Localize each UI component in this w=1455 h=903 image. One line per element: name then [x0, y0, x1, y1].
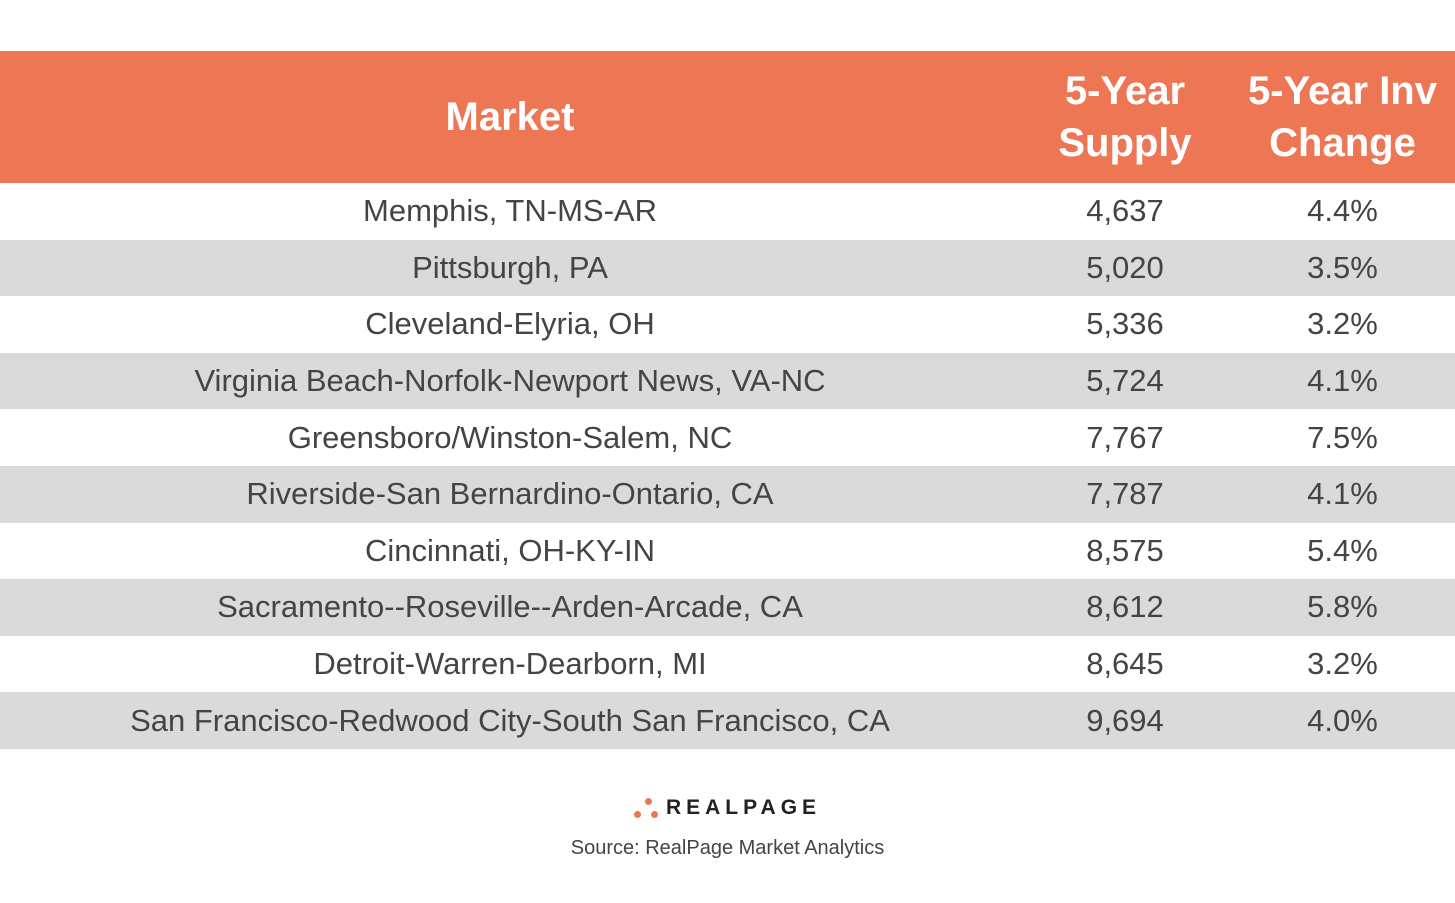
market-cell: Cincinnati, OH-KY-IN [364, 532, 655, 568]
table-row: Detroit-Warren-Dearborn, MI 8,645 3.2% [0, 636, 1455, 693]
table-row: Virginia Beach-Norfolk-Newport News, VA-… [0, 352, 1455, 410]
header-supply-line2: Supply [1058, 121, 1192, 165]
logo-dots-icon [633, 797, 660, 819]
supply-cell: 9,694 [1086, 702, 1164, 738]
table-body: Memphis, TN-MS-AR 4,637 4.4% Pittsburgh, PA… [0, 183, 1455, 749]
table-row: San Francisco-Redwood City-South San Fra… [0, 692, 1455, 749]
table-row: Memphis, TN-MS-AR 4,637 4.4% [0, 183, 1455, 240]
header-market-label: Market [445, 95, 575, 139]
header-inv-line2: Change [1269, 121, 1416, 165]
inv-change-cell: 3.2% [1307, 646, 1378, 682]
header-supply: 5-Year Supply [1020, 51, 1230, 183]
market-cell: Cleveland-Elyria, OH [365, 306, 655, 342]
header-supply-line1: 5-Year [1064, 69, 1186, 113]
supply-cell: 8,575 [1086, 532, 1164, 568]
market-cell: Riverside-San Bernardino-Ontario, CA [246, 476, 774, 512]
source-note: Source: RealPage Market Analytics [570, 837, 885, 859]
supply-cell: 5,336 [1086, 306, 1164, 342]
table-row: Pittsburgh, PA 5,020 3.5% [0, 239, 1455, 297]
market-cell: Memphis, TN-MS-AR [363, 193, 657, 229]
market-cell: Detroit-Warren-Dearborn, MI [313, 646, 707, 682]
supply-cell: 5,020 [1086, 249, 1164, 285]
supply-cell: 5,724 [1086, 363, 1164, 399]
inv-change-cell: 4.4% [1307, 193, 1378, 229]
supply-cell: 8,612 [1086, 589, 1164, 625]
table-row: Cleveland-Elyria, OH 5,336 3.2% [0, 296, 1455, 353]
table-row: Sacramento--Roseville--Arden-Arcade, CA 8… [0, 579, 1455, 636]
header-inv-label: 5-Year Inv Change [1248, 65, 1437, 169]
header-inv-line1: 5-Year Inv [1247, 69, 1437, 113]
inv-change-cell: 7.5% [1307, 419, 1378, 455]
inv-change-cell: 4.1% [1307, 363, 1378, 399]
header-supply-label: 5-Year Supply [1058, 65, 1191, 169]
table-row: Greensboro/Winston-Salem, NC 7,767 7.5% [0, 409, 1455, 466]
logo-text: REALPAGE [665, 796, 822, 819]
inv-change-cell: 3.5% [1307, 249, 1378, 285]
supply-cell: 4,637 [1086, 193, 1164, 229]
realpage-logo: REALPAGE [0, 796, 1455, 820]
market-cell: Virginia Beach-Norfolk-Newport News, VA-… [194, 363, 826, 399]
inv-change-cell: 4.1% [1307, 476, 1378, 512]
market-supply-table: Market 5-Year Supply 5-Year Inv Change Mem… [0, 51, 1455, 749]
header-inv-change: 5-Year Inv Change [1230, 51, 1455, 183]
market-cell: Greensboro/Winston-Salem, NC [287, 419, 733, 455]
inv-change-cell: 3.2% [1307, 306, 1378, 342]
table-header: Market 5-Year Supply 5-Year Inv Change [0, 51, 1455, 183]
market-cell: Pittsburgh, PA [412, 249, 608, 285]
market-cell: Sacramento--Roseville--Arden-Arcade, CA [217, 589, 803, 625]
supply-cell: 8,645 [1086, 646, 1164, 682]
inv-change-cell: 5.4% [1307, 532, 1378, 568]
inv-change-cell: 4.0% [1307, 702, 1378, 738]
supply-cell: 7,787 [1086, 476, 1164, 512]
market-cell: San Francisco-Redwood City-South San Fra… [130, 702, 890, 738]
header-market: Market [0, 51, 1020, 183]
inv-change-cell: 5.8% [1307, 589, 1378, 625]
table-row: Riverside-San Bernardino-Ontario, CA 7,78… [0, 465, 1455, 523]
table-row: Cincinnati, OH-KY-IN 8,575 5.4% [0, 523, 1455, 580]
supply-cell: 7,767 [1086, 419, 1164, 455]
